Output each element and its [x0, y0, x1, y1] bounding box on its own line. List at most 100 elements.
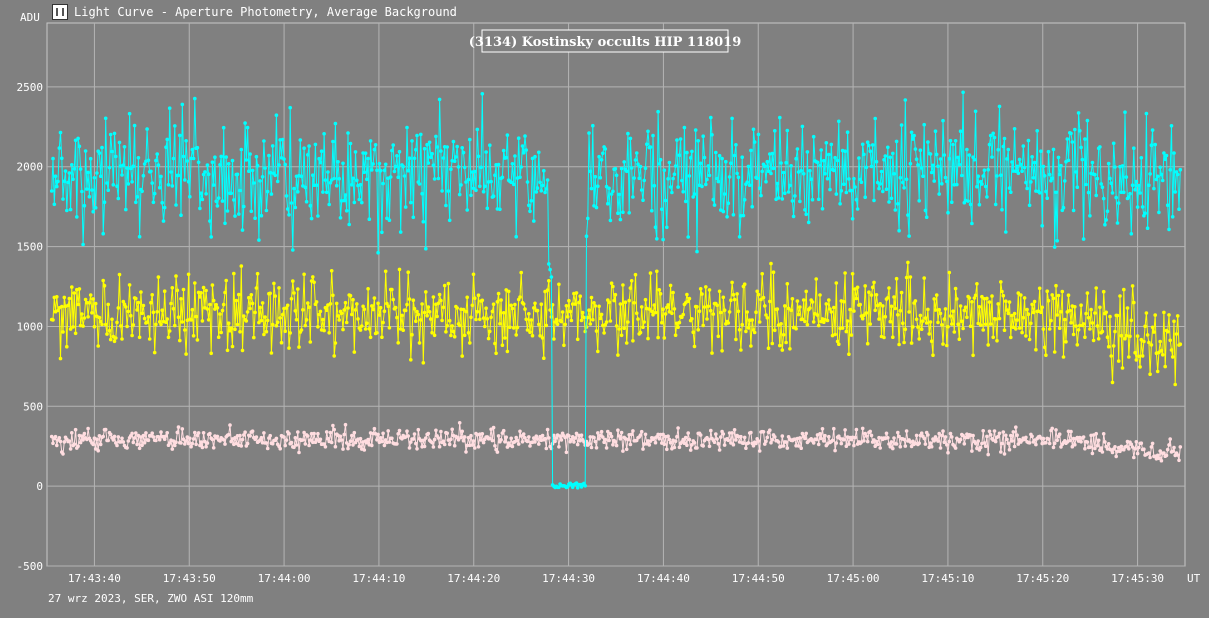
data-point [151, 435, 156, 439]
data-point [173, 443, 177, 448]
data-point [481, 316, 486, 320]
data-point [902, 340, 906, 345]
data-point [193, 281, 197, 285]
data-point [403, 205, 408, 209]
data-point [528, 444, 532, 448]
data-point [180, 427, 185, 431]
data-point [574, 291, 579, 295]
data-point [1106, 344, 1111, 349]
data-point [416, 312, 421, 317]
data-point [1090, 451, 1095, 456]
data-point [592, 301, 596, 305]
data-point [919, 166, 924, 170]
data-point [307, 443, 311, 448]
data-point [799, 446, 803, 451]
data-point [377, 313, 382, 317]
data-point [829, 310, 834, 314]
data-point [681, 312, 685, 317]
data-point [439, 429, 443, 434]
data-point [1002, 328, 1007, 333]
data-point [845, 130, 850, 134]
data-point [947, 439, 952, 444]
data-point [614, 443, 619, 448]
data-point [834, 441, 839, 445]
data-point [205, 441, 210, 445]
data-point [303, 185, 308, 190]
data-point [1061, 355, 1066, 359]
data-point [102, 283, 107, 288]
data-point [1081, 435, 1086, 439]
data-point [527, 312, 531, 316]
data-point [108, 432, 113, 437]
data-point [296, 287, 300, 291]
data-point [985, 195, 989, 199]
data-point [646, 336, 650, 341]
data-point [181, 287, 186, 292]
data-point [137, 446, 142, 451]
data-point [382, 168, 387, 173]
data-point [230, 344, 235, 349]
y-axis-label: ADU [20, 11, 40, 24]
data-point [804, 289, 808, 294]
data-point [763, 164, 767, 168]
data-point [936, 320, 940, 325]
data-point [671, 176, 675, 181]
y-tick-label: -500 [17, 560, 44, 573]
data-point [378, 168, 383, 173]
data-point [926, 307, 930, 312]
data-point [367, 217, 372, 221]
data-point [132, 123, 137, 128]
data-point [432, 437, 437, 442]
data-point [332, 354, 337, 358]
data-point [818, 163, 822, 168]
data-point [116, 435, 121, 439]
data-point [1095, 443, 1100, 448]
data-point [93, 206, 98, 210]
data-point [537, 150, 541, 155]
data-point [333, 341, 338, 345]
data-point [140, 443, 144, 448]
data-point [411, 215, 416, 220]
data-point [70, 285, 74, 289]
data-point [673, 333, 678, 338]
data-point [191, 437, 196, 441]
data-point [562, 343, 566, 348]
data-point [538, 334, 542, 338]
data-point [632, 176, 636, 180]
data-point [1096, 438, 1101, 443]
data-point [760, 169, 764, 174]
chart-title-box: (3134) Kostinsky occults HIP 118019 [469, 29, 741, 53]
data-point [1055, 313, 1059, 317]
data-point [338, 434, 343, 439]
data-point [1050, 293, 1054, 297]
data-point [1111, 344, 1116, 348]
data-point [332, 427, 337, 432]
data-point [574, 431, 579, 436]
data-point [958, 129, 963, 133]
data-point [299, 174, 304, 179]
data-point [991, 335, 995, 340]
data-point [956, 322, 960, 327]
data-point [510, 306, 515, 311]
data-point [464, 309, 468, 314]
data-point [663, 312, 668, 316]
data-point [1080, 157, 1085, 162]
data-point [86, 315, 90, 319]
data-point [462, 333, 467, 338]
data-point [344, 209, 349, 213]
data-point [726, 438, 731, 443]
data-point [488, 329, 492, 334]
data-point [1153, 142, 1157, 147]
data-point [995, 338, 999, 343]
data-point [75, 215, 79, 219]
data-point [1164, 453, 1169, 458]
data-point [909, 130, 914, 135]
data-point [732, 297, 737, 302]
data-point [888, 319, 893, 324]
data-point [1150, 325, 1155, 330]
data-point [445, 323, 450, 328]
data-point [778, 343, 782, 348]
data-point [200, 445, 205, 450]
data-point [1124, 444, 1129, 449]
data-point [397, 149, 402, 154]
